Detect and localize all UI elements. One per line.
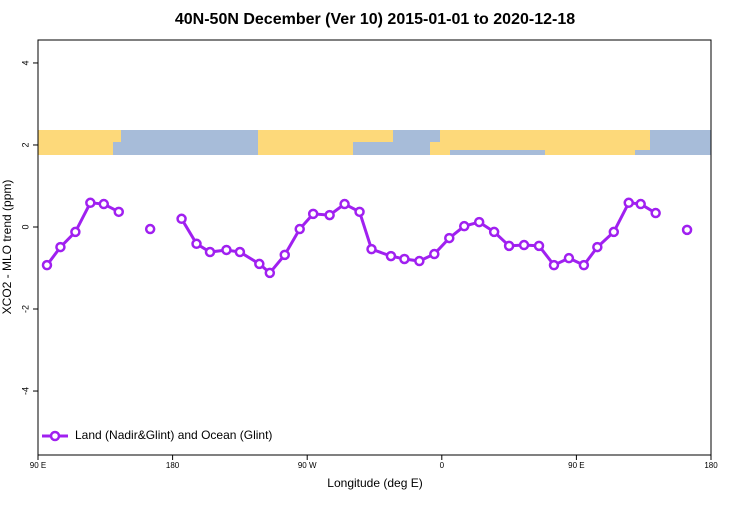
plot-frame	[37, 39, 712, 456]
point	[488, 226, 500, 238]
legend-marker	[49, 430, 61, 442]
y-tick-label: 2	[20, 142, 30, 147]
point	[592, 241, 603, 253]
point	[294, 223, 305, 235]
point	[234, 246, 246, 258]
y-tick-label: -2	[20, 305, 30, 313]
series-line	[47, 203, 687, 273]
point	[578, 259, 590, 271]
point	[254, 258, 265, 270]
x-tick-label: 0	[440, 461, 445, 470]
point	[307, 208, 319, 220]
x-tick-label: 180	[166, 461, 180, 470]
x-tick-label: 180	[704, 461, 718, 470]
point	[563, 252, 575, 264]
point	[635, 198, 646, 210]
point	[264, 267, 276, 279]
point	[650, 207, 661, 219]
y-tick-label: 4	[20, 60, 30, 65]
point	[458, 220, 470, 232]
point	[324, 209, 335, 221]
point	[444, 232, 455, 244]
point	[354, 206, 365, 218]
point	[85, 197, 96, 209]
point	[414, 255, 425, 267]
point	[548, 259, 560, 271]
point	[70, 226, 81, 238]
point	[339, 198, 350, 210]
point	[473, 216, 485, 228]
point	[55, 241, 66, 253]
point	[503, 240, 515, 252]
point	[385, 250, 397, 262]
point	[518, 239, 530, 251]
x-tick-label: 90 E	[568, 461, 584, 470]
point	[41, 259, 53, 271]
point	[221, 244, 232, 256]
x-tick-label: 90 E	[30, 461, 46, 470]
point	[681, 224, 693, 236]
point	[176, 213, 187, 225]
x-axis-label: Longitude (deg E)	[327, 476, 422, 490]
point	[366, 243, 377, 255]
point	[279, 249, 291, 261]
map-band	[38, 130, 711, 155]
chart-title: 40N-50N December (Ver 10) 2015-01-01 to …	[175, 11, 575, 28]
point	[191, 238, 202, 250]
point	[98, 198, 110, 210]
legend-label: Land (Nadir&Glint) and Ocean (Glint)	[75, 428, 272, 442]
y-axis-label: XCO2 - MLO trend (ppm)	[0, 180, 14, 315]
point	[608, 226, 620, 238]
x-tick-label: 90 W	[298, 461, 317, 470]
point	[533, 240, 545, 252]
y-tick-label: -4	[20, 387, 30, 395]
point	[399, 253, 410, 265]
point	[204, 246, 216, 258]
y-tick-label: 0	[20, 224, 30, 229]
point	[429, 248, 440, 260]
point	[113, 206, 125, 218]
point	[623, 197, 634, 209]
point	[144, 223, 156, 235]
